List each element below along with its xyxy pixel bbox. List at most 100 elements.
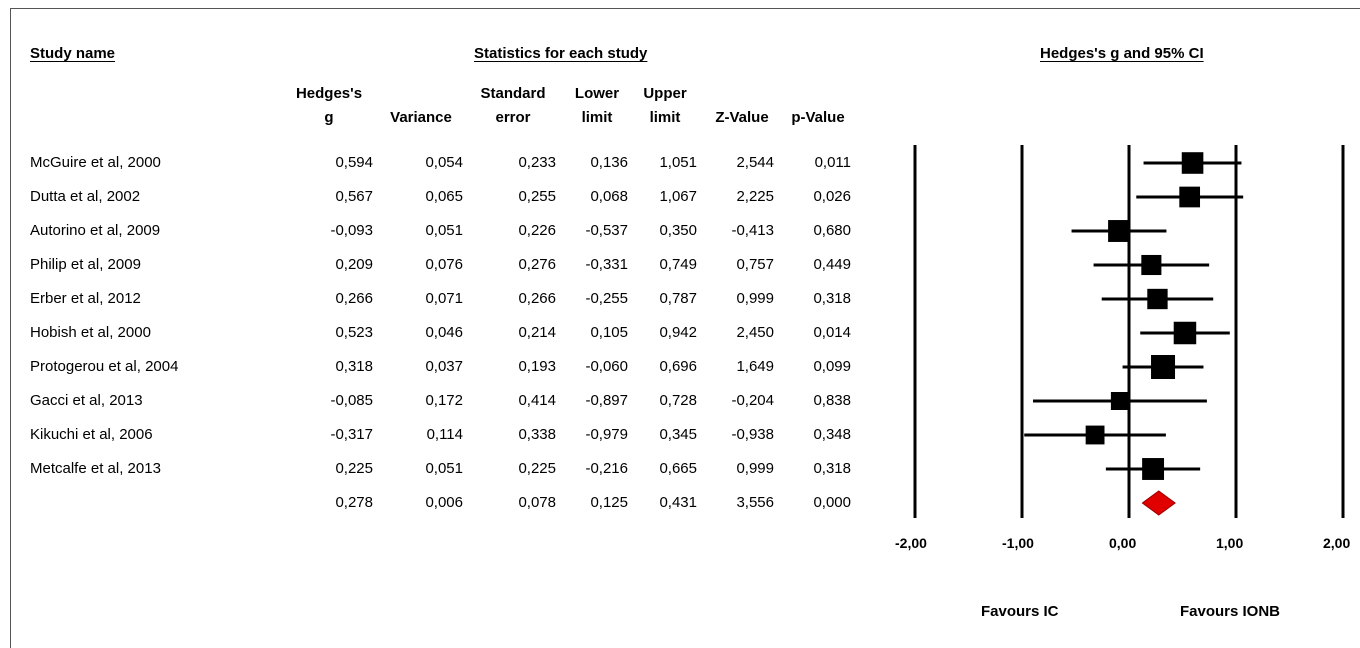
table-cell: 1,067: [659, 188, 697, 205]
table-cell: 0,266: [335, 290, 373, 307]
table-cell: -0,085: [330, 392, 373, 409]
column-header: Upper limit: [643, 85, 687, 126]
table-cell: 1,051: [659, 154, 697, 171]
favours-right-label: Favours IONB: [1180, 603, 1281, 620]
table-cell: 0,209: [335, 256, 373, 273]
table-cell: 0,068: [590, 188, 628, 205]
table-cell: 0,233: [518, 154, 556, 171]
table-cell: 0,318: [335, 358, 373, 375]
table-cell: -0,317: [330, 426, 373, 443]
table-cell: 0,051: [425, 222, 463, 239]
table-cell: 0,942: [659, 324, 697, 341]
table-cell: 0,266: [518, 290, 556, 307]
table-cell: 2,225: [736, 188, 774, 205]
table-cell: 0,728: [659, 392, 697, 409]
table-cell: 0,414: [518, 392, 556, 409]
study-name: Autorino et al, 2009: [30, 222, 161, 239]
axis-tick-label: 1,00: [1216, 535, 1244, 551]
table-cell: 0,006: [425, 494, 463, 511]
effect-square: [1151, 355, 1176, 379]
table-cell: 0,757: [736, 256, 774, 273]
table-cell: 0,567: [335, 188, 373, 205]
effect-square: [1108, 220, 1130, 242]
study-name: Hobish et al, 2000: [30, 324, 151, 341]
table-cell: 0,523: [335, 324, 373, 341]
effect-square: [1181, 152, 1204, 174]
table-cell: 0,318: [813, 460, 851, 477]
axis-tick-label: -1,00: [1002, 535, 1034, 551]
table-cell: 0,214: [518, 324, 556, 341]
table-cell: 0,838: [813, 392, 851, 409]
table-cell: -0,204: [731, 392, 774, 409]
column-header: Variance: [390, 109, 452, 126]
table-cell: 0,071: [425, 290, 463, 307]
table-cell: -0,060: [585, 358, 628, 375]
table-cell: 0,696: [659, 358, 697, 375]
table-cell: 0,172: [425, 392, 463, 409]
study-name: Gacci et al, 2013: [30, 392, 143, 409]
table-cell: 0,255: [518, 188, 556, 205]
table-cell: 0,225: [335, 460, 373, 477]
table-cell: 2,450: [736, 324, 774, 341]
statistics-header: Statistics for each study: [474, 45, 648, 62]
column-header: Hedges's g: [295, 85, 363, 126]
effect-square: [1142, 458, 1165, 480]
ci-title: Hedges's g and 95% CI: [1040, 45, 1204, 62]
table-cell: 0,076: [425, 256, 463, 273]
table-cell: 0,054: [425, 154, 463, 171]
forest-plot: [913, 145, 1345, 518]
table-cell: 0,665: [659, 460, 697, 477]
table-cell: 0,225: [518, 460, 556, 477]
table-cell: 0,226: [518, 222, 556, 239]
summary-diamond: [1141, 490, 1176, 516]
table-cell: 0,348: [813, 426, 851, 443]
table-cell: 2,544: [736, 154, 774, 171]
study-name: Metcalfe et al, 2013: [30, 460, 161, 477]
table-cell: 0,278: [335, 494, 373, 511]
column-header: Lower limit: [574, 85, 620, 126]
effect-square: [1173, 321, 1197, 345]
table-cell: 0,037: [425, 358, 463, 375]
table-cell: -0,537: [585, 222, 628, 239]
column-header: Standard error: [480, 85, 546, 126]
favours-left-label: Favours IC: [981, 603, 1059, 620]
figure-frame: [10, 8, 1360, 648]
table-cell: 0,046: [425, 324, 463, 341]
table-cell: 0,078: [518, 494, 556, 511]
table-cell: 0,276: [518, 256, 556, 273]
table-cell: 0,099: [813, 358, 851, 375]
table-cell: 0,680: [813, 222, 851, 239]
table-cell: 0,051: [425, 460, 463, 477]
table-cell: 0,136: [590, 154, 628, 171]
table-cell: -0,216: [585, 460, 628, 477]
effect-square: [1110, 392, 1129, 410]
table-cell: 0,105: [590, 324, 628, 341]
table-cell: -0,093: [330, 222, 373, 239]
table-cell: 0,431: [659, 494, 697, 511]
table-cell: 0,594: [335, 154, 373, 171]
table-cell: -0,897: [585, 392, 628, 409]
table-cell: 0,011: [814, 154, 851, 171]
table-cell: 0,014: [813, 324, 851, 341]
column-header: Z-Value: [715, 109, 769, 126]
study-name: McGuire et al, 2000: [30, 154, 161, 171]
effect-square: [1179, 186, 1201, 208]
study-name: Erber et al, 2012: [30, 290, 141, 307]
table-cell: 0,125: [590, 494, 628, 511]
table-cell: 0,338: [518, 426, 556, 443]
axis-tick-label: 0,00: [1109, 535, 1137, 551]
table-cell: -0,938: [731, 426, 774, 443]
table-cell: 0,999: [736, 290, 774, 307]
study-name: Dutta et al, 2002: [30, 188, 141, 205]
axis-tick-label: 2,00: [1323, 535, 1351, 551]
table-cell: 0,318: [813, 290, 851, 307]
table-cell: 0,999: [736, 460, 774, 477]
table-cell: 0,000: [813, 494, 851, 511]
table-cell: 1,649: [736, 358, 774, 375]
table-cell: 0,749: [659, 256, 697, 273]
effect-square: [1085, 425, 1105, 445]
study-name: Kikuchi et al, 2006: [30, 426, 153, 443]
table-cell: 0,787: [659, 290, 697, 307]
study-name: Protogerou et al, 2004: [30, 358, 179, 375]
study-name-header: Study name: [30, 45, 116, 62]
